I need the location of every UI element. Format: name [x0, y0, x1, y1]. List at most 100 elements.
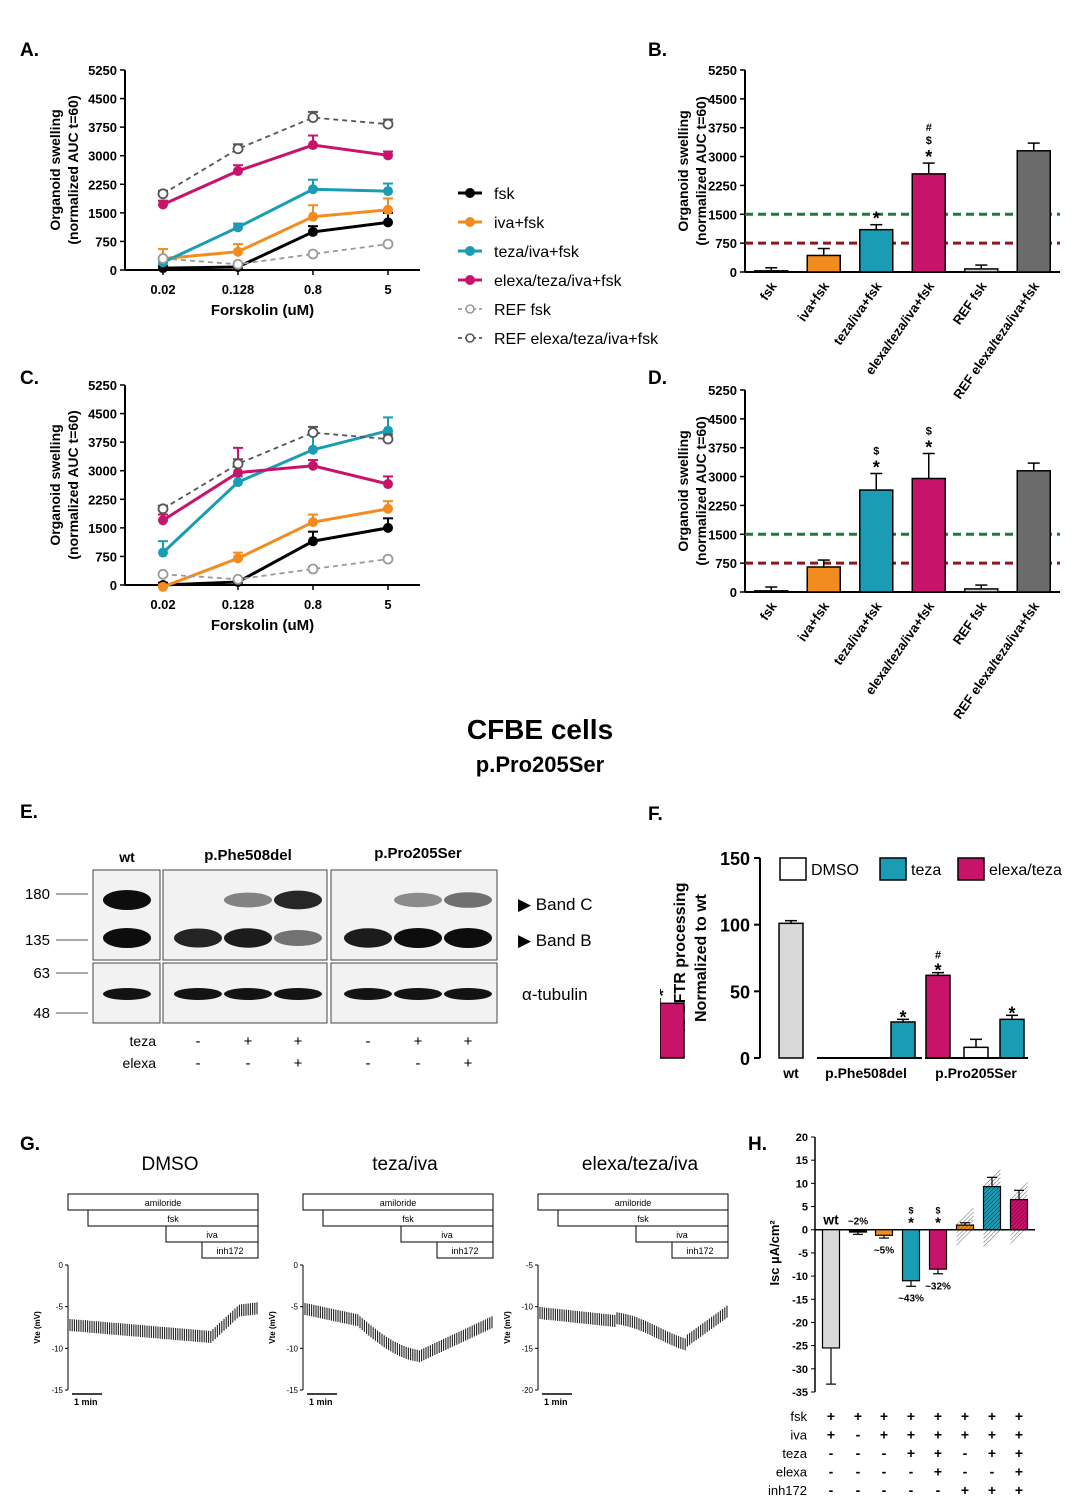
band-b	[394, 928, 442, 948]
band-c	[444, 892, 492, 908]
x-axis-label: Forskolin (uM)	[211, 617, 314, 634]
trace-y-tick-label: -15	[286, 1386, 298, 1395]
treatment-sign: -	[829, 1482, 834, 1498]
y-tick-label: -25	[792, 1341, 808, 1353]
bar-hatch	[956, 1219, 974, 1238]
chart-f-bars: 0 50 100 150 % CFTR processing Normalized to …	[660, 849, 1062, 1081]
series-line-teza	[161, 429, 389, 554]
y-axis-label-1: % CFTR processing	[672, 882, 689, 1033]
lane-label-wt: wt	[118, 849, 135, 865]
data-point-ref	[232, 258, 244, 270]
series-line-refElexa	[162, 116, 389, 195]
trace-signal	[539, 1305, 728, 1351]
band-b	[174, 928, 222, 948]
treatment-sign: +	[294, 1055, 303, 1072]
data-point-refElexa	[232, 458, 244, 470]
y-axis-label-1: Organoid swelling	[675, 110, 691, 231]
significance-label: *	[925, 147, 932, 167]
data-point-ref	[307, 563, 319, 575]
bar-elexa	[911, 173, 946, 273]
data-point-teza	[233, 477, 243, 488]
legend-label-ref: REF fsk	[494, 302, 552, 319]
data-point-elexa	[383, 150, 393, 161]
bar-refbar	[1016, 470, 1051, 593]
bar-hatch	[983, 1225, 1001, 1243]
data-point-teza	[308, 184, 318, 195]
section-subtitle: p.Pro205Ser	[475, 752, 605, 777]
y-axis-label-2: (normalized AUC t=60)	[65, 410, 81, 559]
annotation-pct: ~2%	[848, 1217, 868, 1228]
treatment-sign: +	[934, 1427, 942, 1443]
data-point-fsk	[383, 217, 393, 228]
annotation-dollar: $	[935, 1206, 940, 1216]
series-line-elexa	[162, 464, 389, 522]
trace-title: elexa/teza/iva	[582, 1154, 699, 1175]
data-point-refElexa	[157, 188, 169, 200]
trace-y-label: Vte (mV)	[33, 1311, 42, 1344]
y-tick-label: 3750	[708, 121, 737, 136]
treatment-sign: +	[854, 1408, 862, 1424]
treatment-row-label: inh172	[768, 1483, 807, 1498]
panel-label-f: F.	[648, 804, 663, 825]
bar-iva_h	[955, 1224, 975, 1231]
y-tick-label: 750	[95, 234, 117, 249]
bar-hatch	[983, 1189, 1001, 1207]
data-point-elexa	[158, 515, 168, 526]
y-tick-label: 0	[110, 263, 117, 278]
treatment-sign: -	[366, 1033, 371, 1050]
y-tick-label: 3750	[88, 435, 117, 450]
y-tick-label: 1500	[88, 521, 117, 536]
series-line-iva	[162, 507, 389, 589]
y-tick-label: 5250	[88, 378, 117, 393]
data-point-iva	[308, 517, 318, 528]
x-tick-label: fsk	[757, 598, 781, 623]
treatment-sign: +	[961, 1427, 969, 1443]
bar-hatch	[956, 1211, 974, 1230]
x-tick-label: 0.8	[304, 597, 322, 612]
y-tick-label: 2250	[708, 178, 737, 193]
bar-hatch	[983, 1217, 1001, 1235]
bar-hatch	[983, 1221, 1001, 1239]
data-point-teza	[233, 222, 243, 233]
data-point-teza	[158, 547, 168, 558]
group-label: wt	[782, 1065, 799, 1081]
treatment-sign: +	[464, 1033, 473, 1050]
y-tick-label: 15	[796, 1155, 808, 1167]
treatment-sign: +	[961, 1482, 969, 1498]
treatment-sign: -	[829, 1445, 834, 1461]
series-line-fsk	[162, 526, 389, 587]
y-tick-label: 4500	[708, 92, 737, 107]
series-line-iva	[162, 208, 389, 261]
y-tick-label: 0	[730, 265, 737, 280]
treatment-sign: -	[246, 1055, 251, 1072]
significance-label: *	[873, 209, 880, 229]
x-tick-label: 0.128	[222, 282, 255, 297]
significance-label: #	[926, 122, 932, 134]
y-tick-label: 3000	[708, 150, 737, 165]
treatment-sign: +	[827, 1427, 835, 1443]
significance-label: *	[873, 457, 880, 477]
legend-marker	[465, 275, 475, 285]
scale-label: 1 min	[544, 1397, 568, 1407]
bar-hatch	[1010, 1194, 1028, 1212]
annotation-star: *	[935, 1215, 941, 1232]
y-tick-label: -35	[792, 1387, 808, 1399]
y-tick-label: 4500	[88, 407, 117, 422]
data-point-iva	[308, 211, 318, 222]
bar-elexa	[911, 477, 946, 593]
treatment-sign: -	[856, 1482, 861, 1498]
band-tubulin	[344, 988, 392, 1000]
treatment-sign: +	[907, 1427, 915, 1443]
group-label: p.Phe508del	[825, 1065, 907, 1081]
data-point-ref	[382, 553, 394, 565]
treatment-sign: -	[856, 1464, 861, 1480]
series-line-ref	[162, 558, 389, 581]
treatment-sign: +	[1015, 1464, 1023, 1480]
legend-label-fsk: fsk	[494, 186, 515, 203]
legend-label-elexa: elexa/teza	[989, 862, 1062, 879]
series-line-fsk	[162, 220, 389, 270]
treatment-sign: -	[196, 1055, 201, 1072]
treatment-sign: +	[1015, 1445, 1023, 1461]
panel-label-c: C.	[20, 368, 39, 389]
y-tick-label: 4500	[708, 412, 737, 427]
